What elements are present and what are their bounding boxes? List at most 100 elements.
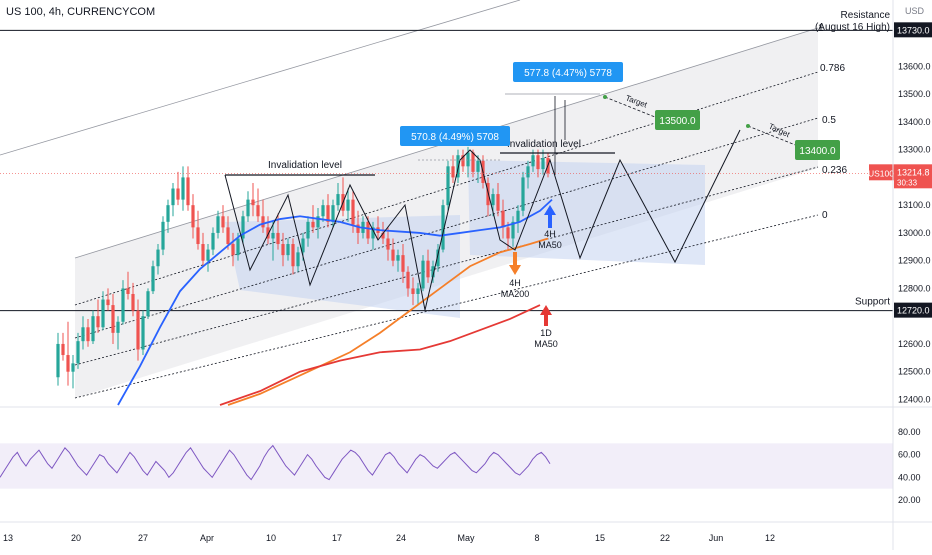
- measure-label-1-bg: [400, 126, 510, 146]
- target-value-2-bg: [795, 140, 840, 160]
- candle-body: [406, 271, 410, 289]
- fib-label: 1: [818, 23, 824, 34]
- resistance-subtext: (August 16 High): [815, 22, 890, 33]
- candle: [246, 191, 250, 222]
- fib-channel-band: [75, 28, 818, 398]
- candle: [131, 282, 135, 317]
- candle-body: [486, 182, 490, 206]
- measure-label-2-bg: [513, 62, 623, 82]
- candle: [391, 238, 395, 267]
- candle-body: [56, 343, 60, 378]
- candle: [56, 332, 60, 386]
- candle: [81, 316, 85, 350]
- candle: [136, 299, 140, 361]
- candle-body: [151, 266, 155, 292]
- ma50-4h-line: [117, 198, 553, 406]
- candle-body: [456, 155, 460, 178]
- candle-body: [286, 244, 290, 256]
- candle-body: [281, 244, 285, 256]
- candle: [371, 221, 375, 250]
- candle-body: [321, 205, 325, 217]
- ma50-1d-label-2: MA50: [534, 339, 558, 349]
- candle-body: [396, 255, 400, 261]
- candle-body: [346, 199, 350, 211]
- candle-body: [121, 288, 125, 322]
- target-line-1: [604, 96, 656, 118]
- ma50-4h-label-2: MA50: [538, 240, 562, 250]
- candle: [171, 182, 175, 217]
- candle: [331, 199, 335, 228]
- candle-body: [506, 227, 510, 239]
- candle: [511, 216, 515, 247]
- candle-body: [246, 199, 250, 217]
- candle: [406, 266, 410, 297]
- candle-body: [196, 227, 200, 245]
- candle-body: [366, 221, 370, 239]
- rsi-tick-label: 40.00: [898, 472, 921, 482]
- candle: [316, 207, 320, 239]
- pattern-box-2: [468, 160, 705, 265]
- candle: [261, 199, 265, 233]
- candle: [116, 316, 120, 350]
- candle-body: [266, 227, 270, 239]
- candle-body: [261, 216, 265, 228]
- x-tick-label: 27: [138, 533, 148, 543]
- candle-body: [206, 249, 210, 261]
- candle-body: [161, 221, 165, 250]
- resistance-text: Resistance: [841, 10, 891, 21]
- candle: [106, 288, 110, 311]
- candle-body: [526, 166, 530, 178]
- fib-label: 0.236: [822, 165, 847, 176]
- target-line-2: [747, 125, 799, 147]
- y-tick-label: 12900.0: [898, 256, 931, 266]
- candle-body: [226, 227, 230, 245]
- currency-label: USD: [905, 6, 925, 16]
- target-dot-2: [746, 124, 750, 128]
- resistance-tag: 13730.0: [897, 25, 930, 35]
- candle-body: [536, 155, 540, 170]
- candle-body: [491, 194, 495, 206]
- fib-label: 0: [822, 210, 828, 221]
- ma50-1d-label: 1D: [540, 328, 552, 338]
- candle-body: [476, 160, 480, 172]
- x-tick-label: 13: [3, 533, 13, 543]
- current-price-countdown: 30:33: [897, 178, 918, 187]
- candle: [266, 216, 270, 245]
- candle: [191, 194, 195, 239]
- support-tag: 12720.0: [897, 306, 930, 316]
- candle-body: [256, 205, 260, 217]
- symbol-tag-bg: [869, 164, 894, 181]
- x-tick-label: 8: [534, 533, 539, 543]
- x-tick-label: 10: [266, 533, 276, 543]
- candle: [526, 160, 530, 189]
- candle: [251, 182, 255, 217]
- candle: [321, 199, 325, 222]
- candle-body: [171, 188, 175, 206]
- candle-body: [131, 293, 135, 311]
- candle: [86, 318, 90, 347]
- candle-body: [496, 194, 500, 211]
- invalidation-label-1: Invalidation level: [268, 160, 342, 171]
- chart-title: US 100, 4h, CURRENCYCOM: [6, 6, 156, 18]
- candle-body: [236, 238, 240, 256]
- candle-body: [331, 205, 335, 222]
- candle: [181, 166, 185, 211]
- target-value-1: 13500.0: [659, 116, 696, 127]
- candle-body: [201, 244, 205, 261]
- projection-zigzag: [224, 129, 741, 311]
- candle: [296, 246, 300, 272]
- candle: [311, 205, 315, 233]
- x-tick-label: 24: [396, 533, 406, 543]
- measure-label-2: 577.8 (4.47%) 5778: [524, 68, 612, 79]
- candle-body: [231, 244, 235, 256]
- candle: [346, 188, 350, 222]
- candle-body: [81, 327, 85, 342]
- candle: [451, 155, 455, 183]
- candle-body: [191, 205, 195, 228]
- candle-body: [146, 291, 150, 317]
- candle-body: [86, 327, 90, 342]
- candle: [126, 271, 130, 300]
- candle: [336, 182, 340, 211]
